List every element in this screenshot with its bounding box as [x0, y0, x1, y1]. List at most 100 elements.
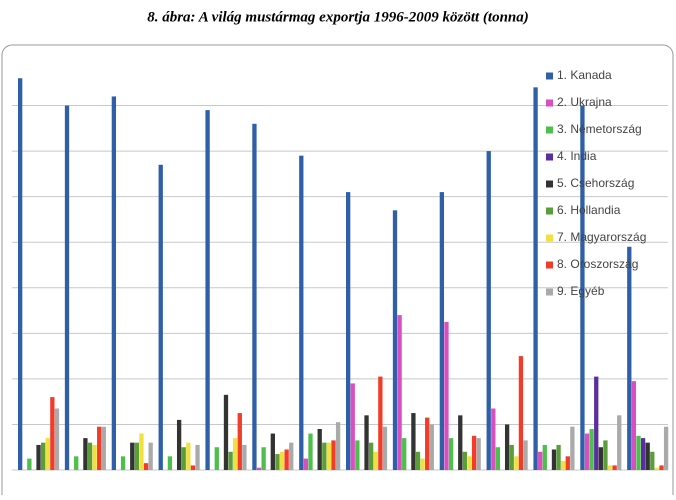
bar [143, 463, 149, 470]
bar [444, 321, 449, 470]
bar [369, 442, 374, 470]
bar [420, 458, 425, 470]
legend-label: 2. Ukrajna [557, 95, 612, 109]
bar [402, 438, 407, 470]
bar [659, 465, 664, 470]
bar [41, 442, 46, 470]
bar [397, 315, 402, 470]
bar [322, 442, 327, 470]
bar [580, 105, 585, 471]
bar [645, 442, 650, 470]
bar [130, 442, 135, 470]
bar [205, 110, 210, 470]
legend-label: 9. Egyéb [557, 284, 605, 298]
bar [134, 442, 140, 470]
legend-swatch [546, 153, 553, 161]
bar [471, 435, 477, 470]
bar [275, 454, 280, 470]
bar [462, 451, 468, 470]
bar [50, 397, 55, 470]
bar [331, 440, 336, 470]
bar [181, 447, 186, 470]
bar [551, 449, 557, 470]
bar [233, 438, 238, 470]
bar [458, 415, 463, 470]
bar [627, 246, 632, 470]
bar [186, 442, 191, 470]
legend-swatch [546, 126, 553, 134]
bar [495, 447, 501, 470]
bar [640, 438, 646, 470]
bar [476, 438, 481, 470]
bar [631, 381, 637, 470]
legend-label: 8. Oroszország [557, 257, 638, 271]
bar [533, 87, 538, 470]
bar [518, 356, 524, 470]
bar [364, 415, 369, 470]
bar [279, 451, 285, 470]
bar [92, 444, 97, 470]
bar [242, 444, 247, 470]
bar [594, 376, 599, 470]
bar [139, 433, 144, 470]
bar [607, 465, 613, 470]
bar [148, 442, 153, 470]
bar [214, 447, 219, 470]
bar [584, 433, 590, 470]
bar [167, 456, 173, 470]
legend-swatch [546, 72, 553, 80]
bar [570, 426, 575, 470]
bar [504, 424, 510, 470]
bar [54, 408, 60, 470]
bar [425, 417, 430, 470]
bar [538, 451, 543, 470]
legend-label: 3. Németország [557, 122, 642, 136]
bar [561, 460, 566, 470]
bar [556, 444, 561, 470]
bar [228, 451, 233, 470]
bar [373, 451, 378, 470]
bar [18, 78, 23, 470]
bar [237, 413, 242, 470]
bar [252, 123, 257, 471]
bar [45, 438, 50, 470]
legend-label: 6. Hollandia [557, 203, 621, 217]
bar [223, 394, 229, 470]
legend-swatch [546, 261, 553, 269]
legend-swatch [546, 288, 553, 296]
bar [663, 426, 669, 470]
legend-label: 5. Csehország [557, 176, 634, 190]
bar [589, 429, 594, 470]
legend-swatch [546, 234, 553, 242]
bar [415, 451, 421, 470]
legend-label: 4. India [557, 149, 597, 163]
bar [326, 442, 332, 470]
bar [467, 456, 472, 470]
bar [350, 383, 355, 470]
bar [523, 440, 528, 470]
legend-label: 1. Kanada [557, 68, 612, 82]
bar [346, 192, 351, 470]
bar [636, 435, 641, 470]
legend-swatch [546, 207, 553, 215]
bar [486, 151, 491, 470]
bar [598, 447, 603, 470]
legend-swatch [546, 99, 553, 107]
bar [64, 105, 70, 471]
bar [261, 447, 266, 470]
bar [355, 440, 360, 470]
chart-frame [1, 44, 674, 500]
bar [491, 408, 496, 470]
bar [120, 456, 126, 470]
bar [195, 444, 200, 470]
bar [284, 449, 289, 470]
bar [97, 426, 102, 470]
bar [439, 192, 445, 470]
bar [36, 444, 41, 470]
bar [514, 456, 519, 470]
bar [612, 465, 617, 470]
bar [83, 438, 88, 470]
bar [509, 444, 514, 470]
